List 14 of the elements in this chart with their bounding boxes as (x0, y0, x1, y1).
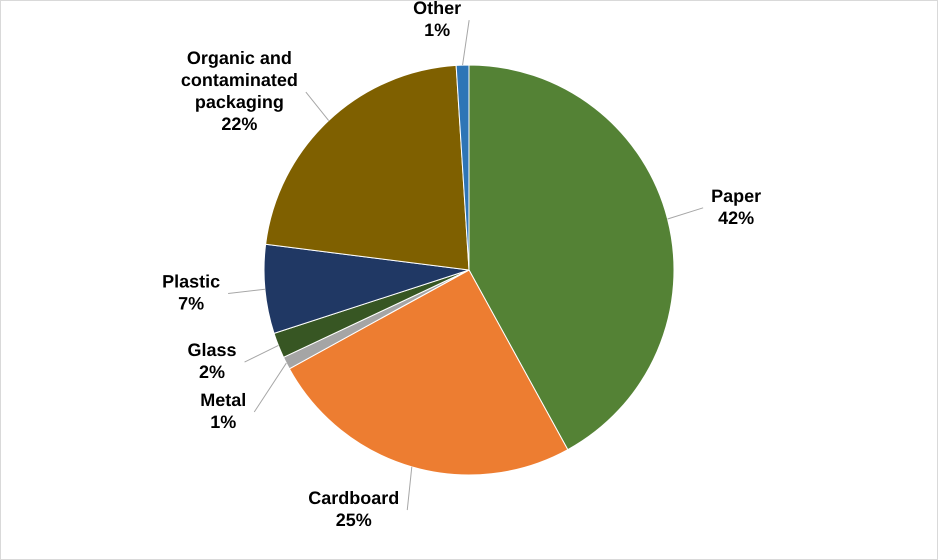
slice-label: Cardboard (308, 488, 400, 508)
data-label: 2% (199, 362, 226, 382)
data-label: 1% (210, 412, 236, 432)
slice-label: Organic and contaminated packaging (180, 48, 298, 112)
slice-label: Paper (711, 186, 762, 206)
data-label: 42% (718, 208, 754, 228)
slice-label: Other (413, 0, 462, 18)
data-label: 1% (424, 20, 450, 40)
slice-label: Metal (200, 390, 246, 410)
data-label: 22% (221, 114, 258, 134)
data-label: 7% (178, 293, 204, 314)
data-label: 25% (336, 510, 372, 530)
slice-label: Plastic (162, 271, 220, 292)
slice-label: Glass (188, 340, 237, 360)
